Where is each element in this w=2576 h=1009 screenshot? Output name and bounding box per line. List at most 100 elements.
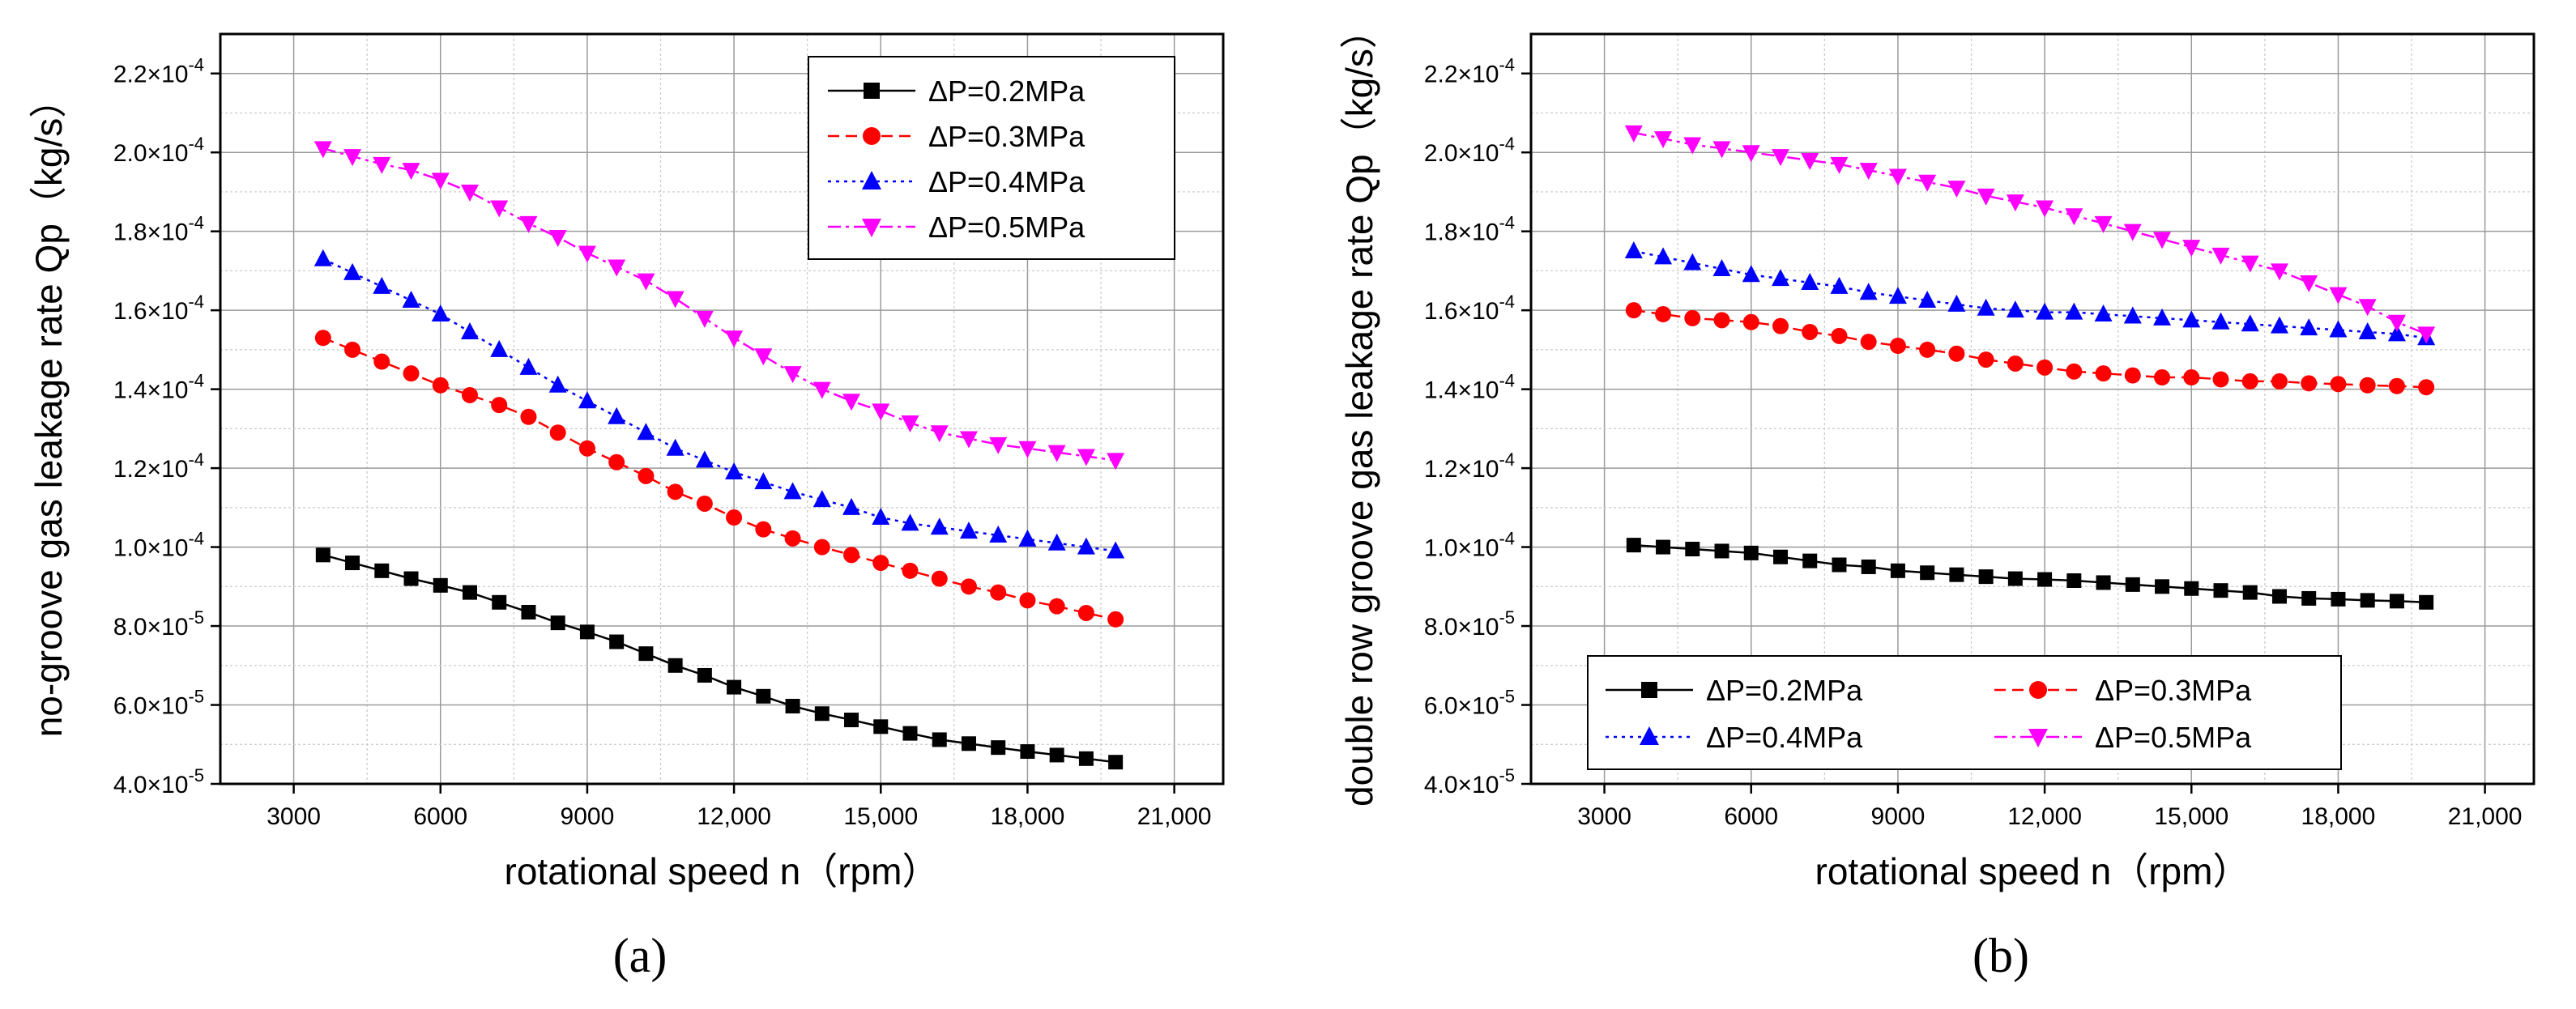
plot-frame bbox=[219, 32, 1225, 785]
series-5-p0.5mpa bbox=[313, 141, 1125, 470]
legend-label: ΔP=0.5MPa bbox=[928, 211, 1085, 244]
data-point bbox=[2213, 583, 2228, 598]
data-point bbox=[1683, 137, 1702, 155]
legend-entry: ΔP=0.3MPa bbox=[828, 120, 1085, 153]
data-point bbox=[1047, 533, 1066, 551]
data-point bbox=[1018, 441, 1037, 458]
data-point bbox=[345, 556, 360, 571]
data-point bbox=[1626, 538, 1641, 553]
data-point bbox=[549, 424, 566, 441]
data-point bbox=[2359, 377, 2376, 394]
data-point bbox=[550, 615, 565, 631]
data-point bbox=[901, 415, 919, 433]
x-tick-label: 21,000 bbox=[2448, 803, 2523, 830]
legend-marker bbox=[863, 127, 881, 145]
data-point bbox=[2330, 376, 2347, 393]
data-point bbox=[2036, 359, 2054, 376]
series-line bbox=[322, 337, 1116, 621]
data-point bbox=[1624, 241, 1643, 259]
x-tick-label: 18,000 bbox=[2301, 803, 2376, 830]
data-point bbox=[313, 249, 332, 266]
data-point bbox=[666, 291, 685, 309]
panel-label: (b) bbox=[1973, 929, 2029, 982]
plot-frame bbox=[1529, 32, 2535, 785]
series-3-p0.3mpa bbox=[314, 330, 1124, 628]
data-point bbox=[1108, 755, 1124, 770]
data-point bbox=[931, 570, 948, 587]
x-axis-label: rotational speed n（rpm） bbox=[505, 850, 940, 892]
data-point bbox=[1047, 445, 1066, 462]
legend-entry: ΔP=0.2MPa bbox=[1606, 674, 1863, 707]
data-point bbox=[402, 163, 420, 181]
y-tick-label: 1.4×10-4 bbox=[1424, 371, 1515, 404]
data-point bbox=[1861, 559, 1876, 574]
data-point bbox=[842, 497, 861, 515]
data-point bbox=[1947, 294, 1966, 312]
y-tick-label: 8.0×10-5 bbox=[113, 607, 204, 641]
data-point bbox=[783, 482, 802, 500]
data-point bbox=[959, 431, 978, 449]
series-line bbox=[322, 147, 1116, 462]
data-point bbox=[578, 391, 596, 409]
panel-label: (a) bbox=[613, 929, 667, 982]
y-tick-label: 4.0×10-5 bbox=[1424, 765, 1515, 798]
legend-label: ΔP=0.4MPa bbox=[1706, 721, 1863, 754]
y-axis-label: double row groove gas leakage rate Qp（kg… bbox=[1338, 11, 1380, 807]
legend-entry: ΔP=0.3MPa bbox=[1994, 674, 2252, 707]
legend-entry: ΔP=0.4MPa bbox=[828, 165, 1085, 198]
series-line bbox=[1633, 131, 2427, 335]
data-point bbox=[637, 273, 655, 291]
data-point bbox=[1920, 565, 1935, 581]
data-point bbox=[2388, 377, 2405, 394]
data-point bbox=[1947, 181, 1966, 198]
x-tick-label: 21,000 bbox=[1137, 803, 1212, 830]
y-tick-label: 1.8×10-4 bbox=[1424, 213, 1515, 246]
legend-entry: ΔP=0.5MPa bbox=[1994, 721, 2252, 754]
data-point bbox=[814, 706, 830, 722]
data-point bbox=[578, 245, 596, 263]
y-tick-label: 2.2×10-4 bbox=[1424, 55, 1515, 88]
data-point bbox=[2123, 224, 2142, 241]
data-point bbox=[373, 353, 390, 370]
data-point bbox=[492, 594, 507, 610]
legend-marker bbox=[1640, 726, 1659, 745]
data-point bbox=[2094, 215, 2113, 233]
data-point bbox=[2241, 373, 2258, 390]
data-point bbox=[872, 403, 890, 421]
data-point bbox=[1020, 744, 1035, 760]
data-point bbox=[403, 571, 419, 586]
data-point bbox=[638, 467, 655, 484]
data-point bbox=[578, 440, 595, 457]
data-point bbox=[2094, 304, 2113, 322]
data-point bbox=[2329, 320, 2348, 338]
data-point bbox=[433, 577, 448, 593]
data-point bbox=[1049, 747, 1064, 763]
data-point bbox=[2037, 572, 2053, 587]
data-point bbox=[1077, 537, 1095, 555]
x-tick-label: 3000 bbox=[1577, 803, 1631, 830]
data-point bbox=[1802, 323, 1819, 340]
legend-label: ΔP=0.2MPa bbox=[928, 75, 1085, 108]
data-point bbox=[1860, 334, 1877, 351]
data-point bbox=[432, 377, 449, 394]
y-tick-label: 1.0×10-4 bbox=[1424, 529, 1515, 562]
data-point bbox=[2211, 312, 2230, 330]
y-tick-label: 8.0×10-5 bbox=[1424, 607, 1515, 641]
data-point bbox=[1977, 188, 1995, 206]
data-point bbox=[843, 547, 860, 564]
data-point bbox=[2417, 326, 2436, 344]
data-point bbox=[695, 450, 714, 468]
data-point bbox=[1048, 598, 1065, 615]
data-point bbox=[1772, 317, 1789, 334]
x-tick-label: 9000 bbox=[1871, 803, 1926, 830]
data-point bbox=[785, 698, 800, 713]
data-point bbox=[2153, 308, 2172, 326]
data-point bbox=[727, 679, 742, 695]
data-point bbox=[2212, 371, 2229, 388]
data-point bbox=[1018, 529, 1037, 547]
data-point bbox=[844, 713, 859, 728]
data-point bbox=[2360, 593, 2375, 608]
data-point bbox=[1802, 553, 1818, 568]
data-point bbox=[638, 646, 654, 662]
data-point bbox=[2124, 367, 2141, 384]
